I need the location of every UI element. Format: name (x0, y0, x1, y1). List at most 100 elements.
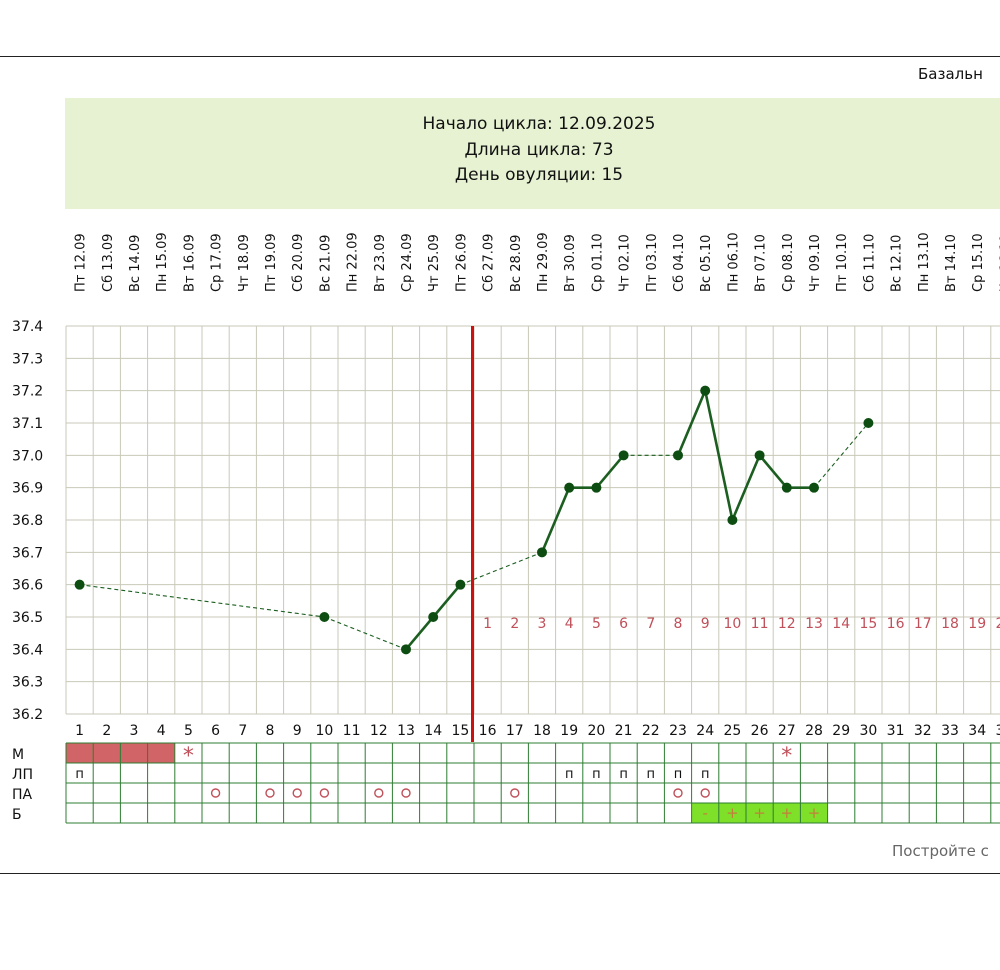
day-label: 34 (968, 723, 986, 739)
lp-mark: п (674, 767, 683, 782)
date-label: Сб 04.10 (672, 234, 687, 292)
luteal-day-label: 17 (914, 616, 932, 632)
date-label: Пт 12.09 (74, 233, 89, 292)
footer-hint: Постройте с (892, 842, 989, 860)
temp-line-segment (405, 616, 435, 651)
pa-mark (292, 788, 302, 798)
temp-point (564, 482, 575, 493)
day-label: 2 (102, 723, 111, 739)
temp-line-segment (432, 583, 462, 618)
chart-title: Базальн (918, 65, 983, 83)
lp-mark: п (619, 767, 628, 782)
date-label: Ср 15.10 (971, 233, 986, 292)
pa-mark (374, 788, 384, 798)
luteal-day-label: 15 (859, 616, 877, 632)
temp-gap-segment (813, 422, 869, 489)
date-label: Чт 02.10 (618, 234, 633, 292)
day-label: 29 (832, 723, 850, 739)
test-mark: + (808, 804, 821, 822)
lp-mark: п (647, 767, 656, 782)
luteal-day-label: 4 (565, 616, 574, 632)
y-tick-label: 37.3 (12, 351, 43, 367)
cycle-length-text: Длина цикла: 73 (464, 140, 614, 160)
day-label: 17 (506, 723, 524, 739)
y-tick-label: 37.1 (12, 416, 43, 432)
date-label: Вс 14.09 (128, 235, 143, 292)
y-tick-label: 36.8 (12, 513, 43, 529)
date-label: Чт 18.09 (237, 234, 252, 292)
luteal-day-label: 8 (674, 616, 683, 632)
date-label: Сб 20.09 (291, 234, 306, 292)
temp-line-segment (731, 454, 761, 521)
day-label: 26 (751, 723, 769, 739)
pa-mark (265, 788, 275, 798)
top-border (0, 56, 1000, 57)
pa-mark (700, 788, 710, 798)
date-label: Ср 01.10 (590, 233, 605, 292)
marker-cell (746, 803, 774, 823)
date-label: Вт 30.09 (563, 234, 578, 292)
cycle-info-panel: Начало цикла: 12.09.2025 Длина цикла: 73… (65, 98, 1000, 209)
menses-cell (147, 743, 175, 763)
y-tick-label: 37.0 (12, 448, 43, 464)
temp-point (455, 579, 466, 590)
temp-line-segment (703, 390, 734, 521)
day-label: 22 (642, 723, 660, 739)
temp-gap-segment (324, 616, 407, 650)
date-label: Пн 13.10 (917, 232, 932, 292)
day-label: 32 (914, 723, 932, 739)
test-mark: + (753, 804, 766, 822)
lp-mark: п (701, 767, 710, 782)
temp-point (700, 385, 711, 396)
temp-line-segment (540, 487, 571, 553)
marker-cell (773, 803, 801, 823)
luteal-day-label: 2 (510, 616, 519, 632)
menses-cell (93, 743, 121, 763)
lp-mark: п (565, 767, 574, 782)
temp-point (537, 547, 547, 558)
day-label: 9 (293, 723, 302, 739)
temp-point (401, 644, 411, 655)
temp-point (591, 482, 602, 493)
y-tick-label: 36.4 (12, 642, 43, 658)
temp-point (727, 515, 738, 525)
day-label: 33 (941, 723, 959, 739)
day-label: 1 (75, 723, 84, 739)
y-tick-label: 36.7 (12, 545, 43, 561)
date-label: Вт 23.09 (373, 234, 388, 292)
date-label: Ср 08.10 (781, 233, 796, 292)
luteal-day-label: 20 (995, 616, 1000, 632)
day-label: 18 (533, 723, 551, 739)
day-label: 25 (723, 723, 741, 739)
menses-cell (120, 743, 148, 763)
temp-point (74, 579, 85, 590)
date-label: Пн 06.10 (726, 232, 741, 292)
date-label: Пн 22.09 (346, 232, 361, 292)
date-label: Пн 29.09 (536, 232, 551, 292)
day-label: 20 (587, 723, 605, 739)
luteal-day-label: 13 (805, 616, 823, 632)
luteal-day-label: 19 (968, 616, 986, 632)
marker-cell (800, 803, 828, 823)
row-label: Б (12, 807, 22, 823)
y-tick-label: 37.2 (12, 384, 43, 400)
day-label: 13 (397, 723, 415, 739)
temp-point (428, 612, 439, 622)
luteal-day-label: 12 (778, 616, 796, 632)
luteal-day-label: 11 (751, 616, 769, 632)
lp-mark: п (75, 767, 84, 782)
day-label: 23 (669, 723, 687, 739)
pa-mark (510, 788, 520, 798)
date-label: Сб 11.10 (862, 234, 877, 292)
date-label: Пт 19.09 (264, 233, 279, 292)
pa-mark (210, 788, 221, 798)
row-label: ЛП (12, 767, 33, 783)
day-label: 24 (696, 723, 714, 739)
day-label: 4 (157, 723, 166, 739)
date-label: Вт 07.10 (754, 234, 769, 292)
day-label: 8 (266, 723, 275, 739)
luteal-day-label: 3 (538, 616, 547, 632)
day-label: 14 (424, 723, 442, 739)
y-tick-label: 36.6 (12, 578, 43, 594)
luteal-day-label: 9 (701, 616, 710, 632)
